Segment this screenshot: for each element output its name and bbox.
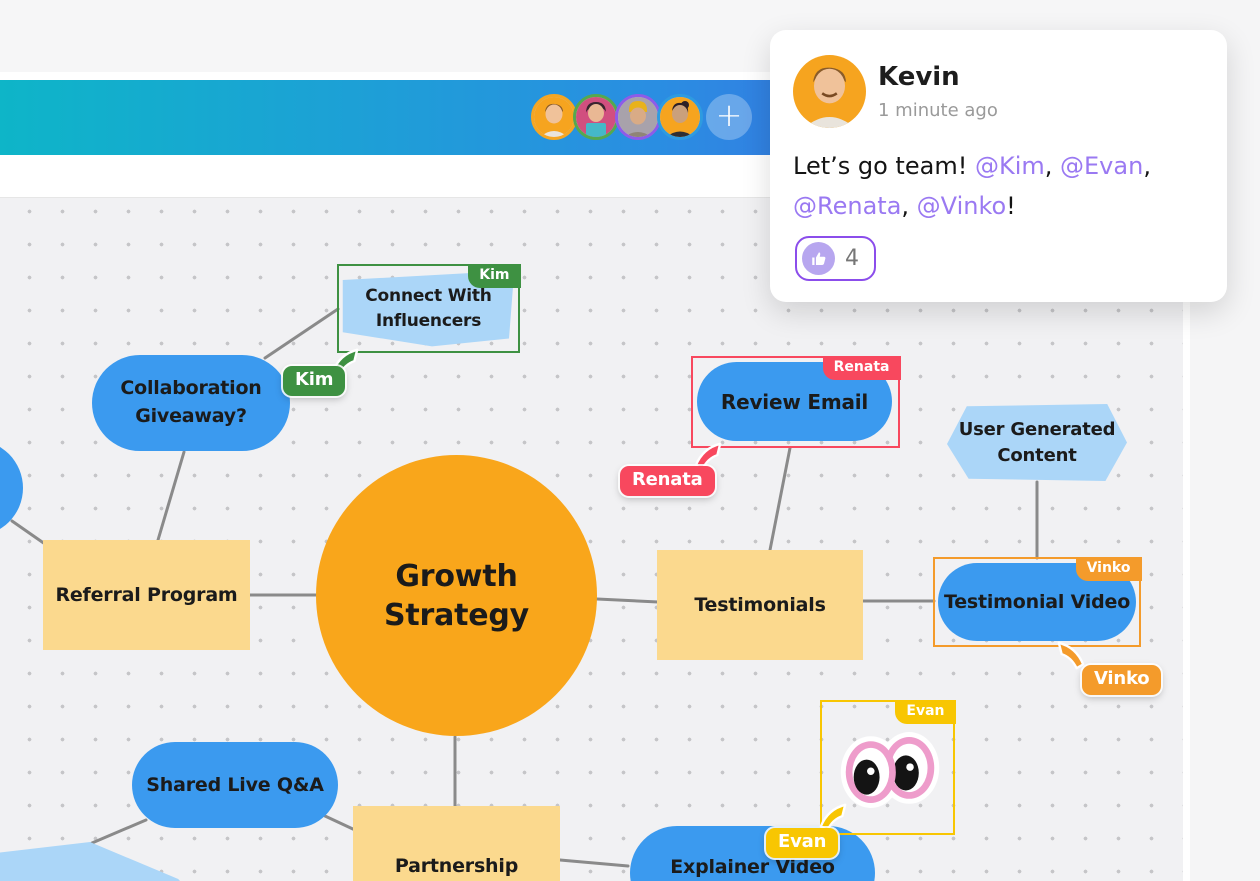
selection-eyes-sticker: Evan xyxy=(820,699,956,835)
selection-testimonial-video: Testimonial Video Vinko xyxy=(933,556,1142,647)
node-label: Collaboration Giveaway? xyxy=(120,377,262,427)
collaborator-avatar-stack: + xyxy=(531,94,752,140)
node-shared-live-qa[interactable]: Shared Live Q&A xyxy=(132,742,338,828)
assignee-tag-kim: Kim xyxy=(468,263,521,288)
assignee-tag-evan: Evan xyxy=(895,699,956,724)
comment-text-part: , xyxy=(1044,152,1061,180)
node-user-generated-content[interactable]: User Generated Content xyxy=(947,404,1127,481)
renata-cursor-label: Renata xyxy=(620,466,715,496)
avatar-renata[interactable] xyxy=(657,94,703,140)
reaction-count: 4 xyxy=(845,246,859,271)
node-growth-strategy[interactable]: Growth Strategy xyxy=(316,455,597,736)
comment-text-part: , xyxy=(901,192,917,220)
mention-evan[interactable]: @Evan xyxy=(1060,152,1144,180)
eyes-sticker[interactable] xyxy=(835,722,945,818)
comment-text-part: Let’s go team! xyxy=(793,152,975,180)
selection-connect-with-influencers: Connect With Influencers Kim xyxy=(337,263,521,353)
node-label: Testimonial Video xyxy=(943,591,1131,613)
comment-text: Let’s go team! @Kim, @Evan, @Renata, @Vi… xyxy=(793,146,1205,226)
kim-cursor-label: Kim xyxy=(283,366,346,396)
kevin-avatar xyxy=(793,55,866,128)
assignee-tag-renata: Renata xyxy=(822,355,901,380)
comment-text-part: ! xyxy=(1006,192,1016,220)
node-label: Growth Strategy xyxy=(383,558,530,633)
avatar-kim[interactable] xyxy=(573,94,619,140)
avatar-evan[interactable] xyxy=(615,94,661,140)
node-label: Explainer Video xyxy=(670,856,835,878)
selection-review-email: Review Email Renata xyxy=(691,355,901,448)
node-label: User Generated Content xyxy=(958,419,1116,466)
node-label: Referral Program xyxy=(55,584,238,606)
vinko-cursor-icon xyxy=(1056,640,1086,670)
add-collaborator-button[interactable]: + xyxy=(706,94,752,140)
thumbs-up-icon xyxy=(802,242,835,275)
node-label: Review Email xyxy=(720,389,869,414)
node-label: Shared Live Q&A xyxy=(146,774,324,796)
avatar-kevin[interactable] xyxy=(531,94,577,140)
comment-card: Kevin 1 minute ago Let’s go team! @Kim, … xyxy=(770,30,1227,302)
node-testimonials[interactable]: Testimonials xyxy=(657,550,863,660)
node-partnership[interactable]: Partnership xyxy=(353,806,560,881)
node-label: Connect With Influencers xyxy=(365,285,492,331)
assignee-tag-vinko: Vinko xyxy=(1075,556,1142,581)
node-referral-program[interactable]: Referral Program xyxy=(43,540,250,650)
comment-timestamp: 1 minute ago xyxy=(878,100,998,121)
node-label: Testimonials xyxy=(694,594,826,616)
mention-renata[interactable]: @Renata xyxy=(793,192,902,220)
evan-cursor-label: Evan xyxy=(766,828,839,858)
mention-vinko[interactable]: @Vinko xyxy=(916,192,1007,220)
node-label: Partnership xyxy=(394,855,519,877)
comment-author: Kevin xyxy=(878,62,960,92)
comment-text-part: , xyxy=(1143,152,1151,180)
mention-kim[interactable]: @Kim xyxy=(974,152,1045,180)
node-collaboration-giveaway[interactable]: Collaboration Giveaway? xyxy=(92,355,290,451)
reaction-button[interactable]: 4 xyxy=(795,236,876,281)
vinko-cursor-label: Vinko xyxy=(1082,665,1162,695)
